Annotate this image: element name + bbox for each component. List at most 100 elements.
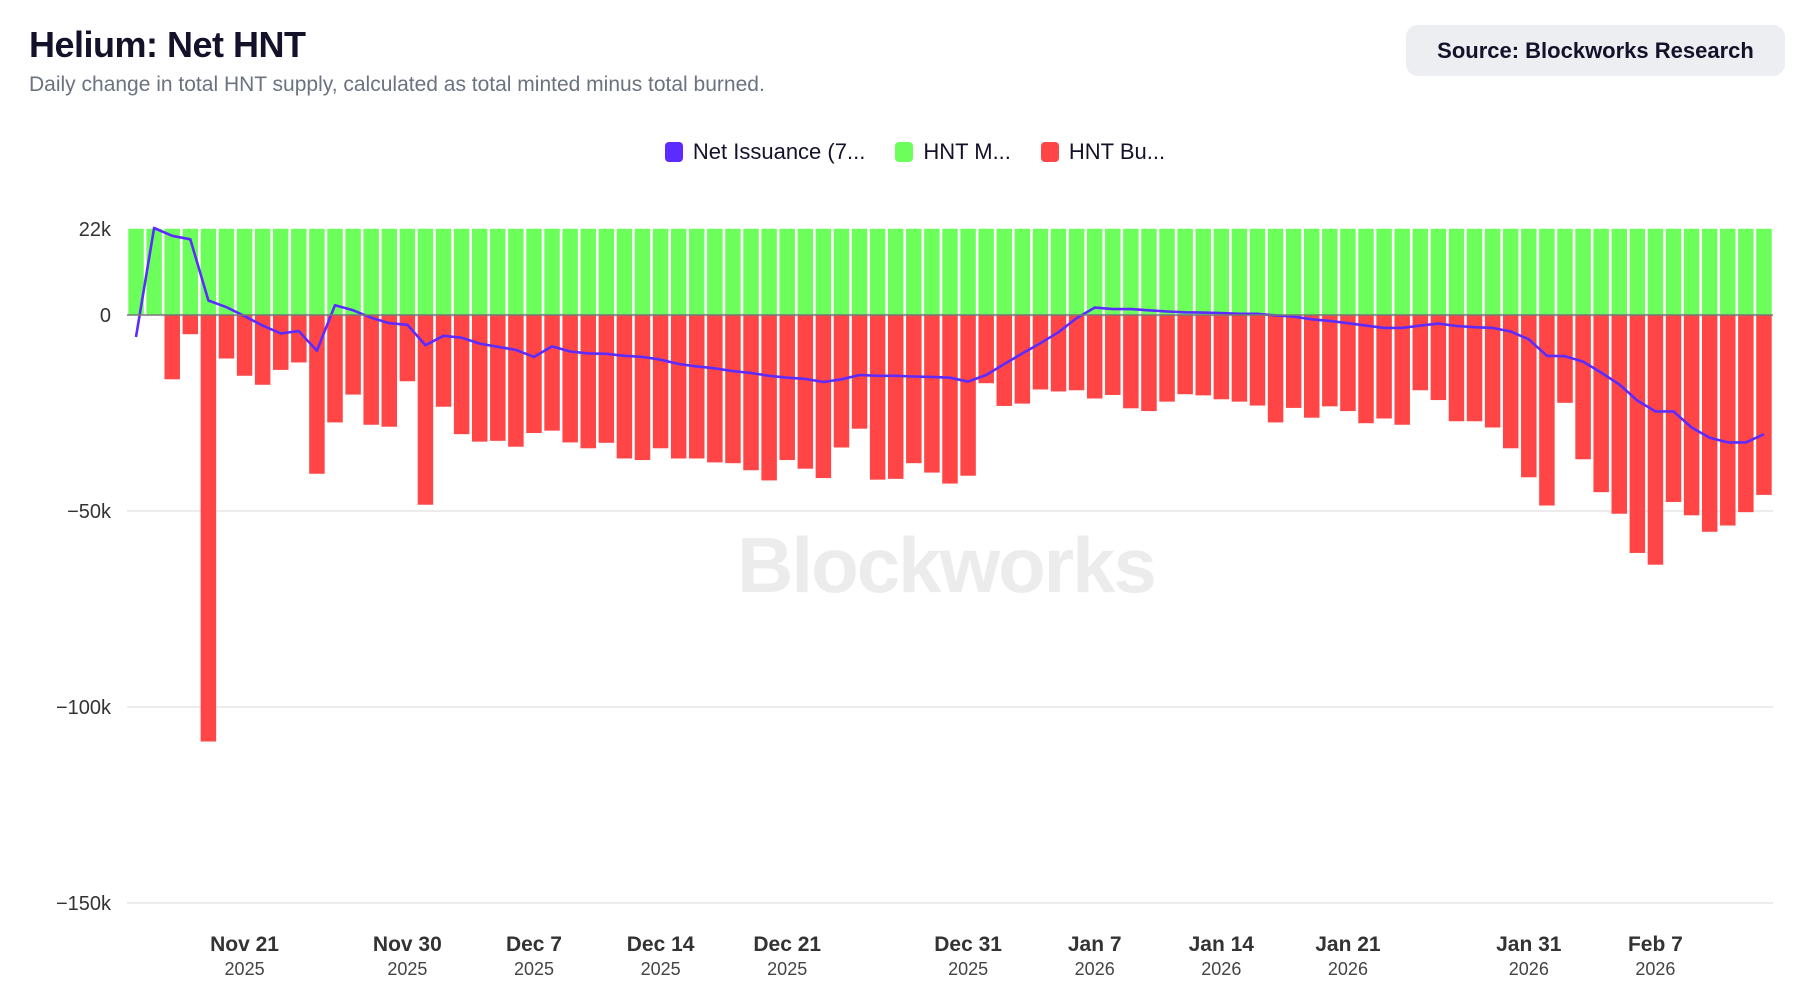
bar-hnt-minted <box>1448 228 1465 315</box>
bar-hnt-burned <box>670 315 687 459</box>
bar-hnt-burned <box>508 315 524 447</box>
x-tick-label: Dec 21 <box>753 933 821 956</box>
bar-hnt-burned <box>598 315 615 443</box>
x-tick-label: Jan 7 <box>1068 933 1122 956</box>
x-tick-label: Dec 14 <box>627 933 695 956</box>
bar-hnt-burned <box>833 315 850 448</box>
bar-hnt-minted <box>254 228 271 315</box>
bar-hnt-burned <box>1358 315 1374 424</box>
bar-hnt-burned <box>453 315 470 435</box>
bar-hnt-minted <box>1231 228 1248 315</box>
bar-hnt-minted <box>761 228 777 315</box>
bar-hnt-burned <box>1575 315 1591 460</box>
bar-hnt-burned <box>707 315 723 463</box>
bar-hnt-burned <box>1195 315 1211 396</box>
bar-hnt-minted <box>1647 228 1664 315</box>
bar-hnt-minted <box>200 228 217 315</box>
chart-title: Helium: Net HNT <box>29 24 306 65</box>
bar-hnt-minted <box>345 228 361 315</box>
bar-hnt-burned <box>345 315 361 395</box>
x-tick-year: 2025 <box>225 959 265 979</box>
legend-item-net-issuance[interactable]: Net Issuance (7... <box>664 139 866 165</box>
bar-hnt-minted <box>218 228 235 315</box>
bar-hnt-burned <box>291 315 307 363</box>
bar-hnt-minted <box>291 228 307 315</box>
source-badge: Source: Blockworks Research <box>1406 25 1785 76</box>
bar-hnt-burned <box>1611 315 1627 514</box>
x-tick-year: 2025 <box>387 959 427 979</box>
bar-hnt-burned <box>254 315 271 385</box>
bar-hnt-minted <box>924 228 940 315</box>
legend-swatch-hnt-minted <box>895 142 914 162</box>
bar-hnt-minted <box>128 228 144 315</box>
bar-hnt-burned <box>1068 315 1085 391</box>
bar-hnt-minted <box>1593 228 1609 315</box>
x-tick-year: 2026 <box>1075 959 1115 979</box>
legend: Net Issuance (7... HNT M... HNT Bu... <box>0 139 1800 165</box>
bar-hnt-burned <box>797 315 814 469</box>
chart-subtitle: Daily change in total HNT supply, calcul… <box>29 73 765 96</box>
bar-hnt-minted <box>1629 228 1646 315</box>
bar-hnt-burned <box>906 315 922 464</box>
bar-hnt-burned <box>1177 315 1193 395</box>
bar-hnt-burned <box>1701 315 1718 532</box>
bar-hnt-minted <box>1756 228 1772 315</box>
bar-hnt-burned <box>689 315 705 459</box>
bar-hnt-minted <box>1557 228 1573 315</box>
bar-hnt-minted <box>833 228 850 315</box>
bar-hnt-minted <box>1014 228 1031 315</box>
bar-hnt-minted <box>1394 228 1410 315</box>
bar-hnt-burned <box>1322 315 1338 407</box>
y-tick-label: −50k <box>67 501 112 523</box>
bar-hnt-minted <box>490 228 506 315</box>
bar-hnt-burned <box>960 315 976 476</box>
bar-hnt-burned <box>1557 315 1573 403</box>
bar-hnt-minted <box>164 228 180 315</box>
bar-hnt-burned <box>1267 315 1284 423</box>
bar-hnt-burned <box>309 315 325 474</box>
bar-hnt-minted <box>1249 228 1266 315</box>
x-tick-label: Nov 21 <box>210 933 279 956</box>
bar-hnt-burned <box>327 315 343 423</box>
bar-hnt-minted <box>1738 228 1754 315</box>
bar-hnt-minted <box>544 228 560 315</box>
bar-hnt-minted <box>1665 228 1682 315</box>
bar-hnt-burned <box>1141 315 1157 412</box>
bar-hnt-burned <box>1231 315 1248 402</box>
legend-item-hnt-minted[interactable]: HNT M... <box>895 139 1011 165</box>
x-tick-year: 2026 <box>1328 959 1368 979</box>
bar-hnt-burned <box>580 315 596 449</box>
x-tick-label: Dec 31 <box>934 933 1002 956</box>
bar-hnt-minted <box>779 228 795 315</box>
x-tick-year: 2026 <box>1201 959 1241 979</box>
bar-hnt-minted <box>1068 228 1085 315</box>
bar-hnt-burned <box>1521 315 1537 478</box>
bar-hnt-minted <box>1322 228 1338 315</box>
bar-hnt-burned <box>1502 315 1519 449</box>
bar-hnt-burned <box>1756 315 1772 495</box>
bar-hnt-minted <box>1539 228 1555 315</box>
bar-hnt-minted <box>327 228 343 315</box>
bar-hnt-burned <box>164 315 180 380</box>
legend-item-hnt-burned[interactable]: HNT Bu... <box>1040 139 1165 165</box>
bar-hnt-burned <box>1086 315 1103 399</box>
bar-hnt-minted <box>508 228 524 315</box>
bar-hnt-burned <box>1484 315 1501 428</box>
bar-hnt-minted <box>1466 228 1483 315</box>
bar-hnt-minted <box>1050 228 1067 315</box>
bar-hnt-burned <box>1376 315 1392 419</box>
bar-hnt-minted <box>1267 228 1284 315</box>
bar-hnt-minted <box>1376 228 1392 315</box>
bar-hnt-burned <box>652 315 669 449</box>
bar-hnt-minted <box>1701 228 1718 315</box>
bar-hnt-burned <box>1738 315 1754 513</box>
x-tick-year: 2025 <box>948 959 988 979</box>
x-tick-label: Jan 14 <box>1189 933 1255 956</box>
legend-label-net-issuance: Net Issuance (7... <box>692 139 866 164</box>
bar-hnt-minted <box>399 228 416 315</box>
bar-hnt-minted <box>1177 228 1193 315</box>
bar-hnt-minted <box>1412 228 1429 315</box>
bar-hnt-burned <box>490 315 506 441</box>
bar-hnt-minted <box>851 228 868 315</box>
